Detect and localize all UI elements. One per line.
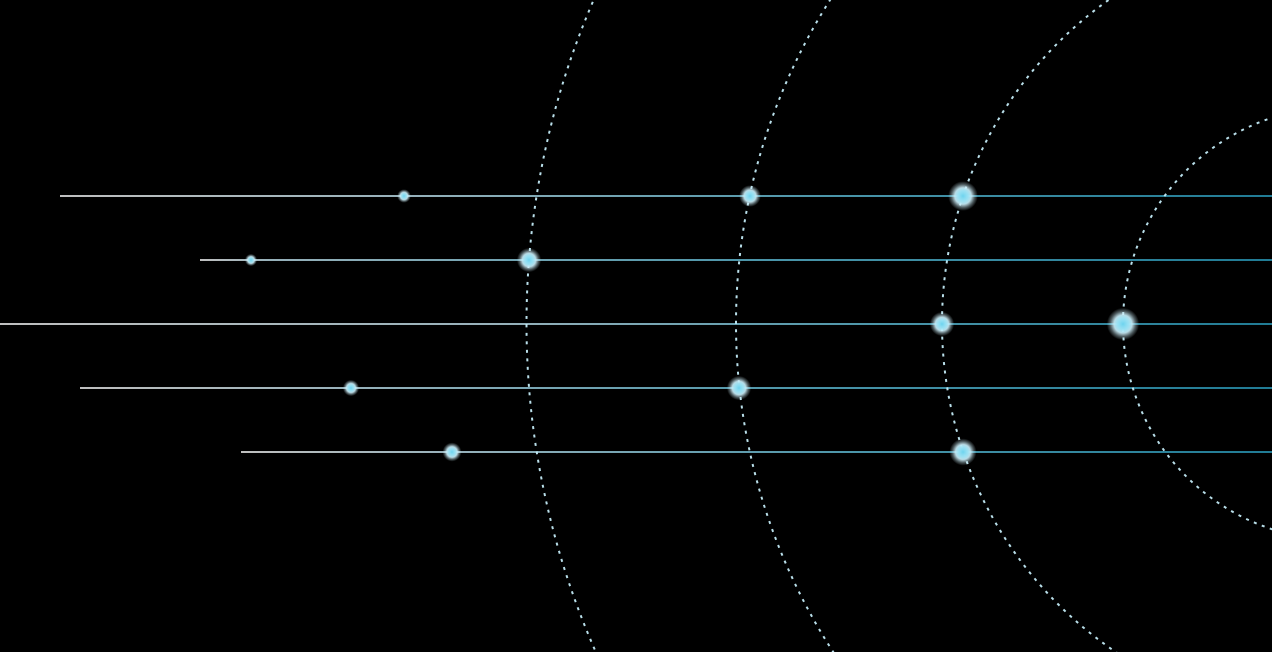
node-dots [244, 181, 1140, 466]
node-dot [739, 185, 761, 207]
orbit-arc [735, 0, 835, 652]
node-dot [244, 253, 258, 267]
node-dot [397, 189, 411, 203]
node-dot [949, 438, 977, 466]
node-dot [948, 181, 978, 211]
node-dot [726, 375, 752, 401]
orbit-arcs [525, 0, 1272, 652]
node-dot [442, 442, 462, 462]
node-dot [1106, 307, 1140, 341]
signal-lines [0, 195, 1272, 453]
node-dot [342, 379, 360, 397]
node-dot [929, 311, 955, 337]
node-dot [516, 247, 542, 273]
